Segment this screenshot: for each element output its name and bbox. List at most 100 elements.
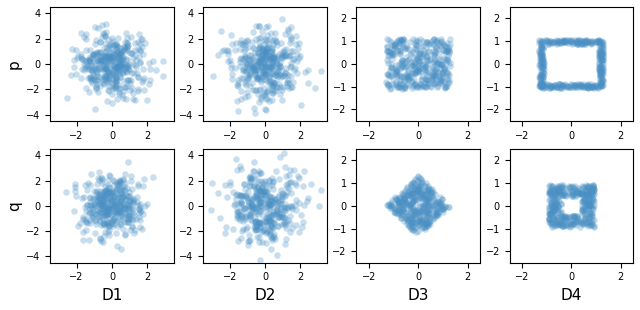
Point [128,200,138,205]
Point [420,181,431,186]
Point [408,205,418,210]
Point [538,70,548,75]
Point [396,73,406,78]
Point [410,210,420,215]
Point [260,188,270,193]
Point [236,164,246,169]
Point [79,34,89,39]
Point [252,194,262,199]
Point [589,202,599,207]
Point [578,38,588,43]
Point [579,196,589,201]
Point [410,213,420,218]
Point [410,70,420,75]
Point [110,188,120,193]
Point [411,43,421,48]
Point [404,205,415,210]
Point [123,77,133,82]
Point [408,50,418,55]
Point [91,195,101,200]
Point [115,51,125,56]
Point [262,49,272,54]
Point [281,66,291,71]
Point [394,196,404,201]
Point [417,77,428,82]
Point [396,65,406,70]
Point [237,41,248,46]
Point [280,236,291,241]
Point [547,213,557,218]
Point [287,206,298,211]
Point [595,82,605,87]
Point [88,52,98,57]
Point [252,75,262,80]
Point [534,55,545,60]
Point [97,23,107,28]
Point [430,81,440,86]
Point [258,206,268,211]
Point [264,201,275,206]
Point [122,202,132,207]
Point [241,65,251,70]
Point [568,220,578,225]
Point [124,62,134,67]
Point [562,38,572,43]
Point [422,69,432,74]
Point [547,202,557,207]
Point [145,77,155,82]
Point [588,217,598,222]
Point [436,205,446,210]
Point [546,201,556,206]
Point [111,75,121,80]
Point [424,189,434,194]
Point [111,69,121,74]
Point [278,191,289,196]
Point [597,58,607,63]
Point [595,71,605,76]
Point [122,84,132,89]
Point [220,183,230,188]
Point [547,84,557,89]
Point [536,80,547,85]
Point [564,214,574,219]
Point [553,204,563,209]
Point [405,219,415,224]
Point [565,184,575,189]
Point [286,190,296,195]
Point [598,65,608,70]
Point [419,62,429,67]
Point [408,67,418,72]
Point [399,201,410,206]
Point [236,88,246,93]
Point [400,194,410,199]
Point [103,207,113,212]
Point [598,69,608,73]
Point [397,58,407,63]
Point [292,59,302,64]
Point [98,199,108,204]
Point [387,65,397,70]
Point [273,195,283,200]
Point [247,197,257,202]
Point [134,217,145,222]
Point [115,55,125,60]
Point [239,55,250,60]
Point [430,198,440,203]
Point [407,69,417,74]
Point [129,228,140,232]
Point [586,82,596,86]
Point [428,73,438,78]
Point [100,59,111,64]
Point [390,197,400,202]
Point [419,224,429,229]
Point [405,202,415,207]
Point [121,30,131,35]
Point [98,203,108,208]
Point [248,30,258,35]
Point [433,83,444,88]
Point [598,45,608,50]
Point [560,213,570,218]
Point [99,222,109,227]
Point [97,60,107,65]
Point [253,24,264,29]
